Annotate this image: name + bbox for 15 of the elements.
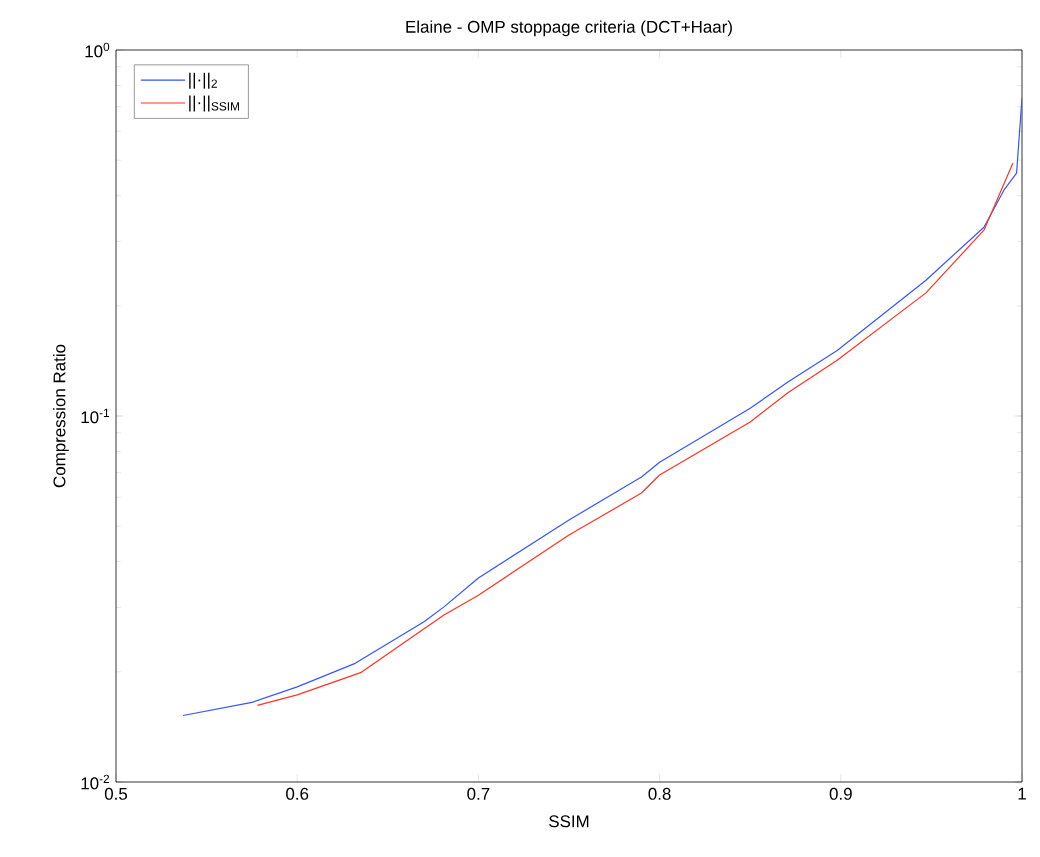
x-tick-label: 0.9 xyxy=(829,787,852,800)
x-tick-label: 0.6 xyxy=(286,787,309,800)
line-series xyxy=(256,162,1014,706)
legend-label: ||·||$_{SSIM}$ xyxy=(189,95,239,112)
line-series xyxy=(182,97,1023,717)
x-tick-label: 0.7 xyxy=(467,787,490,800)
y-axis-title: Compression Ratio xyxy=(53,344,69,488)
chart-title: Elaine - OMP stoppage criteria (DCT+Haar) xyxy=(406,20,732,37)
y-tick-label: 10$^{-1}$ xyxy=(81,408,110,424)
legend-label: ||·||$_{2}$ xyxy=(189,72,217,89)
x-tick-label: 1 xyxy=(1018,787,1026,800)
x-tick-label: 0.5 xyxy=(104,787,128,800)
y-tick-label: 10$^{0}$ xyxy=(85,42,110,58)
x-axis-title: SSIM xyxy=(549,815,589,828)
x-tick-label: 0.8 xyxy=(648,787,671,800)
